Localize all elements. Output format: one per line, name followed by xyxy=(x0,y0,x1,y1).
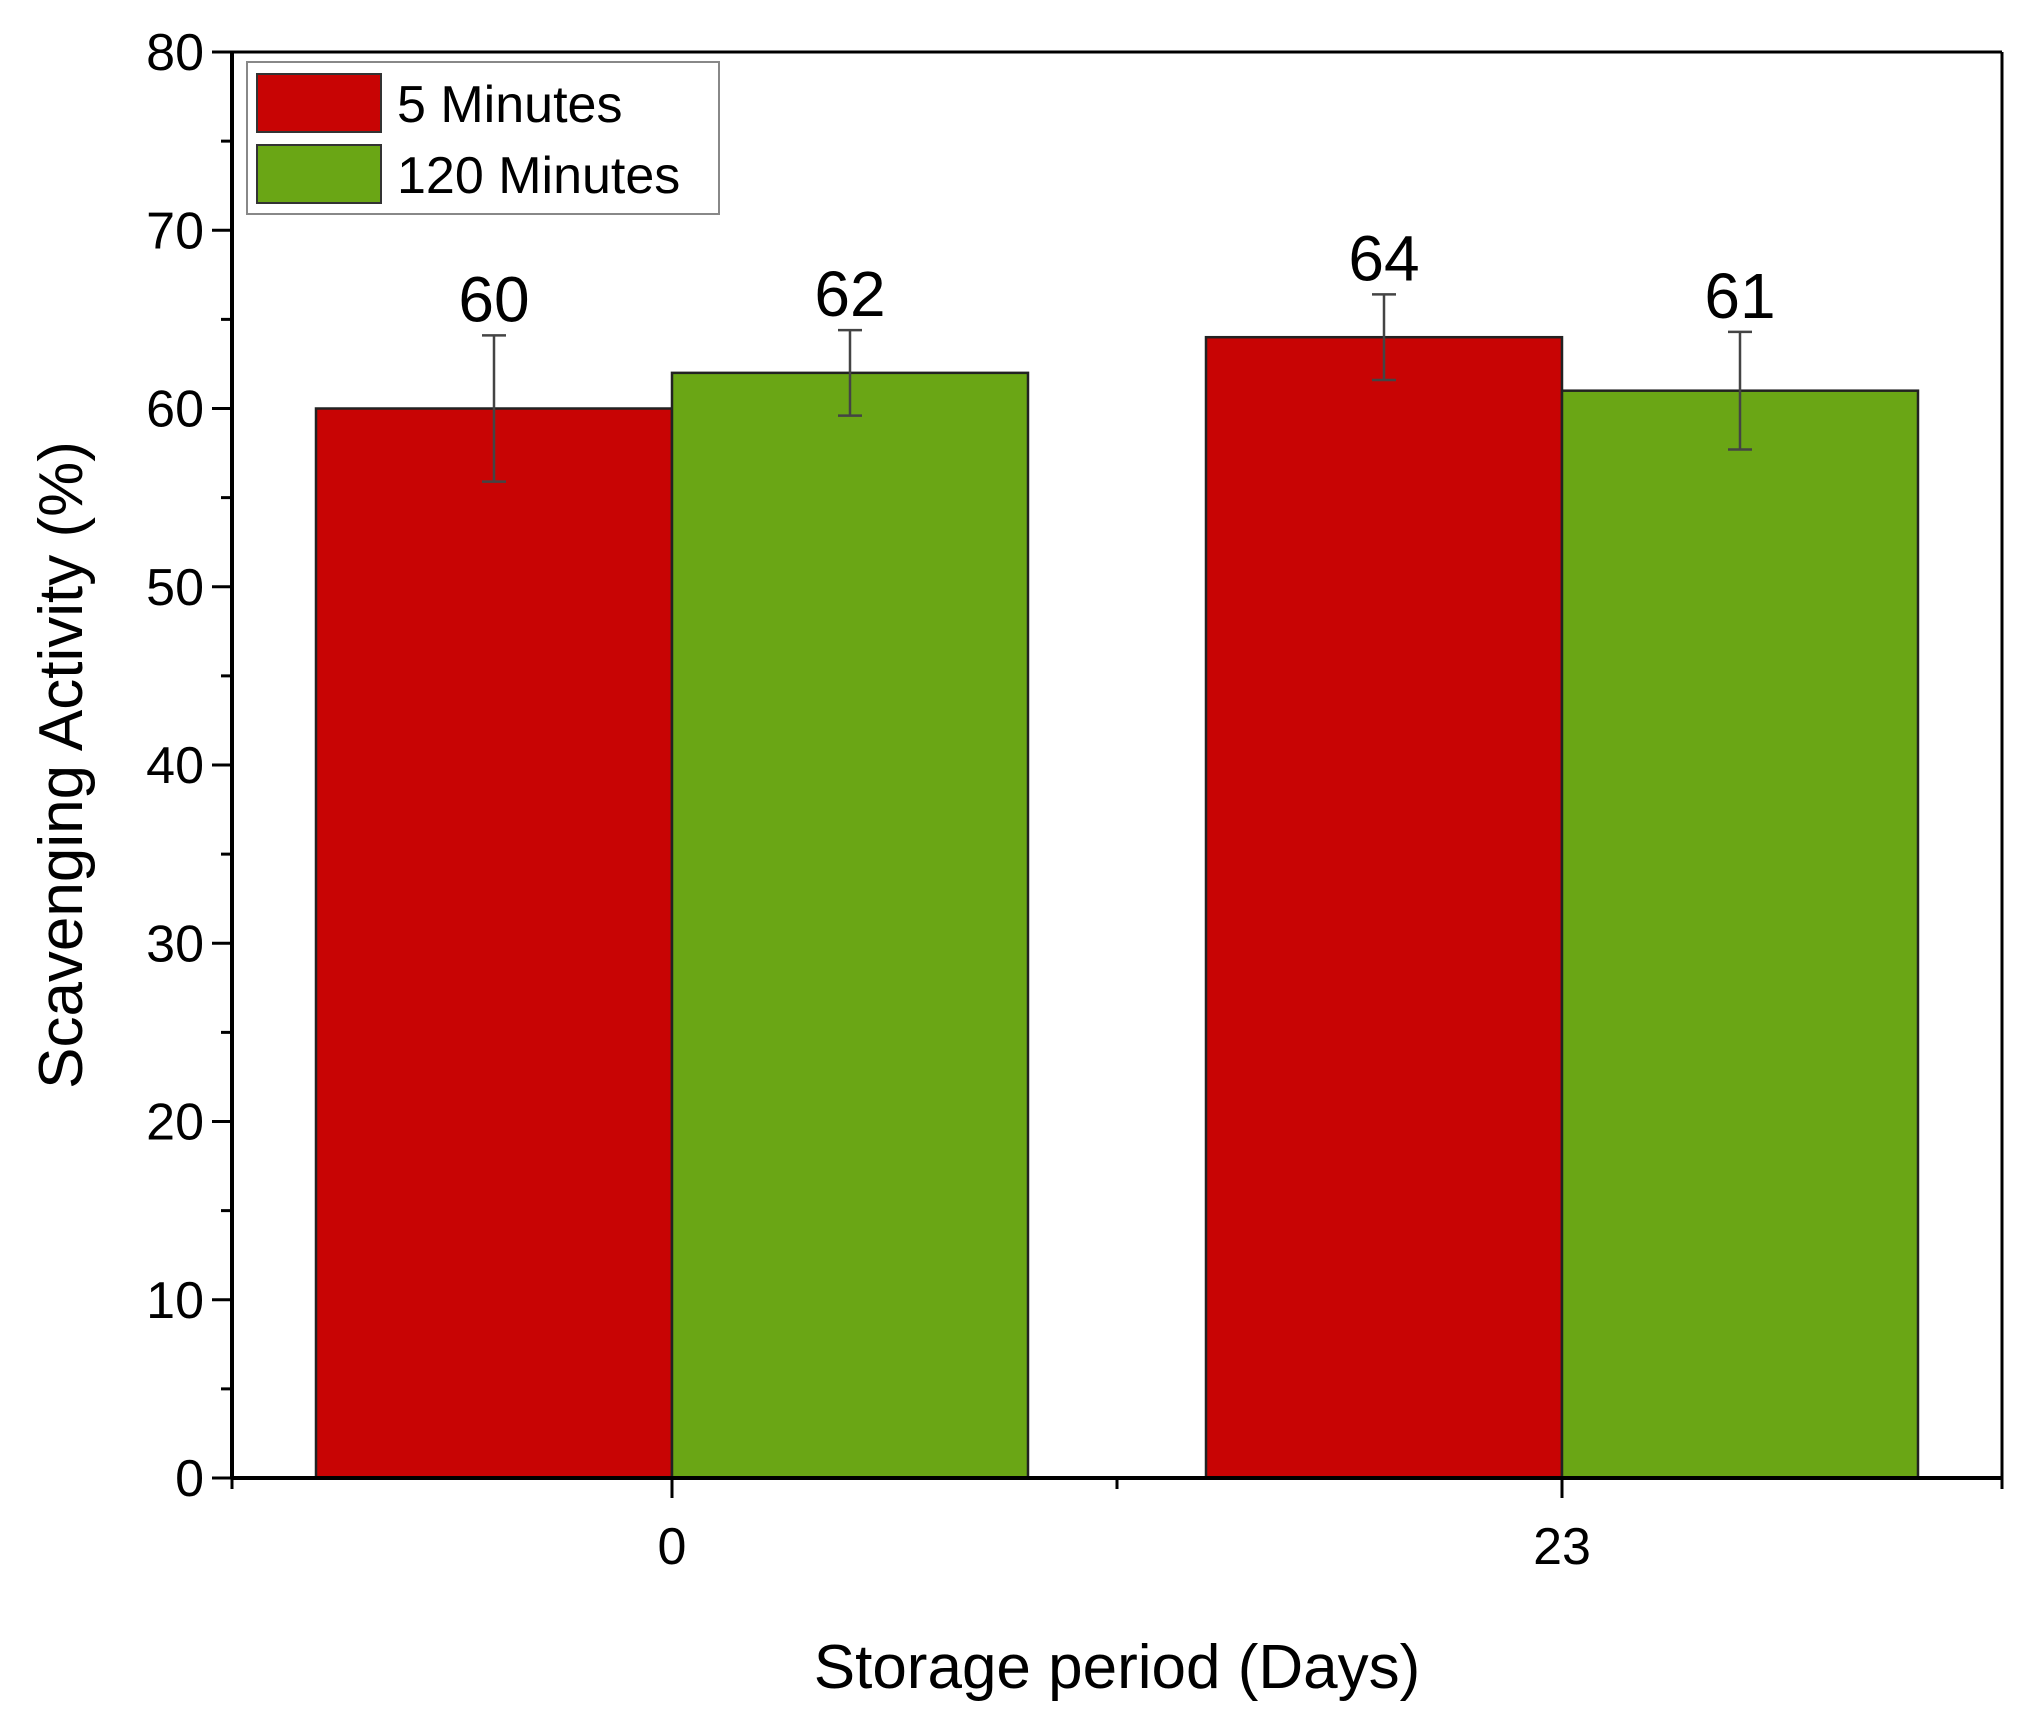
legend-label-120-minutes: 120 Minutes xyxy=(397,147,680,205)
y-tick-label: 20 xyxy=(146,1094,204,1152)
y-tick-label: 70 xyxy=(146,202,204,260)
bar-0-5-minutes xyxy=(314,407,674,1480)
data-label: 64 xyxy=(1348,222,1419,294)
y-tick-label: 50 xyxy=(146,559,204,617)
y-tick-label: 80 xyxy=(146,24,204,82)
data-label: 62 xyxy=(814,258,885,330)
bar-0-120-minutes xyxy=(670,371,1030,1480)
x-axis: 0 23 xyxy=(230,1478,2004,1576)
y-tick-label: 0 xyxy=(175,1450,204,1508)
y-tick-label: 40 xyxy=(146,737,204,795)
legend-label-5-minutes: 5 Minutes xyxy=(397,76,622,134)
legend-swatch-120-minutes xyxy=(256,144,382,204)
legend-swatch-5-minutes xyxy=(256,73,382,133)
error-bars-layer xyxy=(482,293,1752,483)
bar-23-5-minutes xyxy=(1204,335,1564,1480)
x-tick-label: 0 xyxy=(658,1518,687,1576)
data-labels-layer: 60 62 64 61 xyxy=(458,222,1775,335)
data-label: 60 xyxy=(458,263,529,335)
bar-23-120-minutes xyxy=(1560,389,1920,1480)
y-tick-label: 60 xyxy=(146,381,204,439)
bars-layer xyxy=(314,335,1920,1480)
y-axis-title: Scavenging Activity (%) xyxy=(27,441,96,1089)
x-axis-title: Storage period (Days) xyxy=(814,1633,1421,1702)
data-label: 61 xyxy=(1704,260,1775,332)
x-tick-label: 23 xyxy=(1533,1518,1591,1576)
y-axis: 0 10 20 30 40 50 60 70 80 xyxy=(146,24,232,1508)
y-tick-label: 10 xyxy=(146,1272,204,1330)
y-tick-label: 30 xyxy=(146,915,204,973)
legend: 5 Minutes 120 Minutes xyxy=(246,61,720,215)
